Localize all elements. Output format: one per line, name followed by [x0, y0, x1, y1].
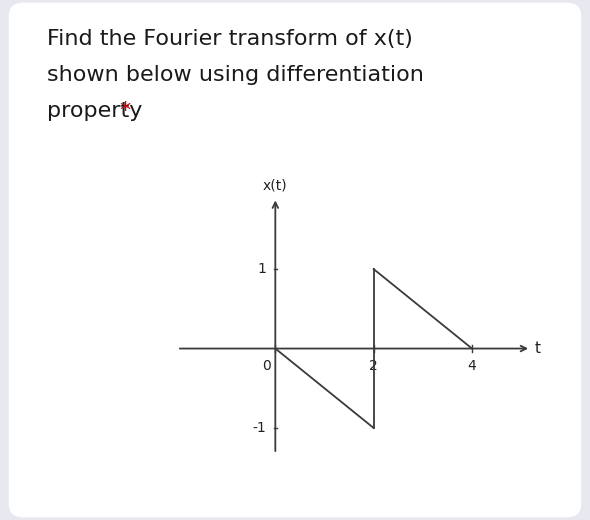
Text: x(t): x(t)	[263, 179, 288, 193]
Text: *: *	[119, 101, 130, 121]
Text: Find the Fourier transform of x(t): Find the Fourier transform of x(t)	[47, 29, 413, 48]
Text: t: t	[535, 341, 541, 356]
Text: shown below using differentiation: shown below using differentiation	[47, 65, 424, 85]
Text: 1: 1	[258, 262, 267, 276]
Text: 2: 2	[369, 359, 378, 373]
Text: -1: -1	[253, 421, 267, 435]
Text: property: property	[47, 101, 143, 121]
Text: 4: 4	[468, 359, 476, 373]
Text: 0: 0	[262, 359, 270, 373]
FancyBboxPatch shape	[9, 3, 581, 517]
